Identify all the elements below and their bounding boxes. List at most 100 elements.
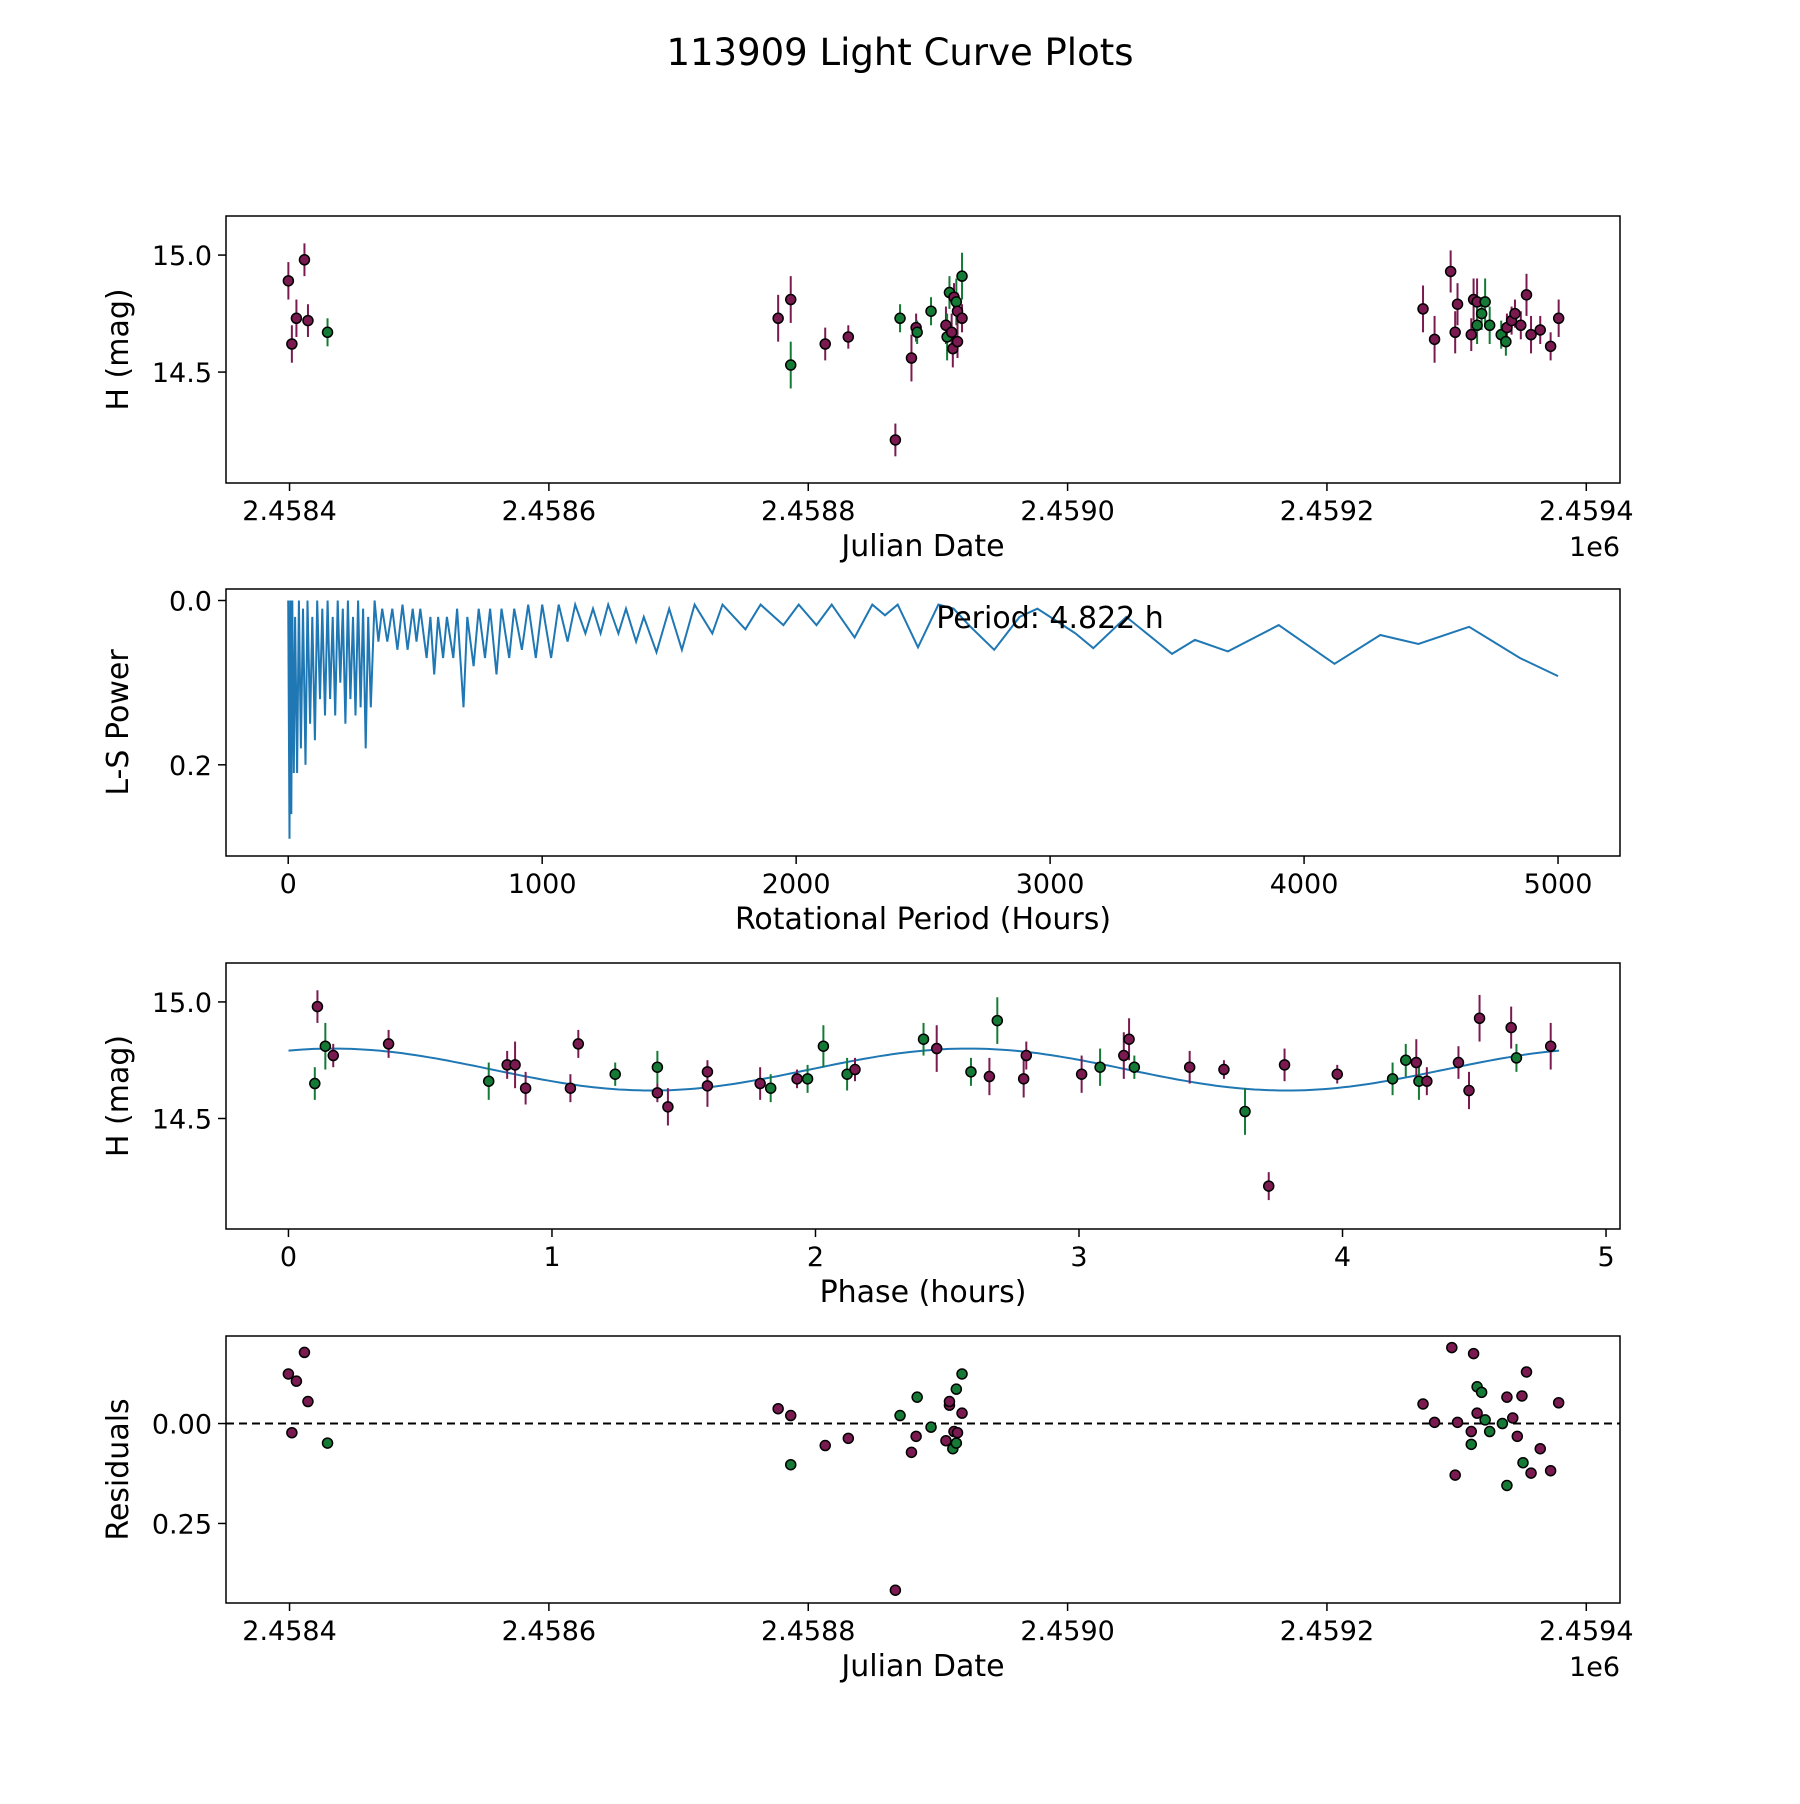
data-point — [1451, 298, 1464, 310]
data-point — [321, 326, 334, 339]
data-point — [290, 312, 303, 325]
data-point — [911, 1391, 923, 1403]
periodogram-marks — [287, 600, 1559, 839]
x-tick-label: 2.4588 — [761, 496, 855, 527]
x-offset-label: 1e6 — [1569, 1652, 1620, 1683]
axes-frame — [225, 1335, 1621, 1604]
y-tick-label: 0.00 — [152, 1410, 212, 1441]
x-tick-label: 0 — [280, 869, 297, 900]
data-point — [1475, 1386, 1488, 1399]
data-point — [1507, 1412, 1519, 1424]
data-point — [1463, 1084, 1475, 1097]
data-point — [784, 293, 797, 306]
data-point — [1451, 1416, 1464, 1429]
data-point — [290, 1375, 303, 1387]
x-axis-label: Julian Date — [839, 529, 1004, 564]
data-point — [1410, 1056, 1423, 1069]
data-point — [298, 254, 311, 266]
data-point — [282, 1368, 295, 1380]
period-annotation: Period: 4.822 h — [936, 601, 1164, 636]
x-tick-label: 4 — [1334, 1242, 1351, 1273]
residuals-panel: 2.4584 2.4586 2.4588 2.4590 2.4592 2.4594 0.00… — [101, 1335, 1634, 1684]
data-point — [519, 1082, 532, 1094]
data-point — [951, 335, 964, 348]
x-tick-label: 2.4584 — [242, 496, 336, 527]
data-point — [764, 1082, 777, 1094]
data-point — [1400, 1054, 1412, 1066]
y-tick-label: 0.25 — [152, 1509, 212, 1540]
data-point — [1501, 1479, 1513, 1492]
y-axis-label: Residuals — [101, 1398, 136, 1540]
data-point — [772, 1402, 784, 1415]
data-point — [754, 1077, 766, 1090]
residuals-marks — [226, 1341, 1620, 1596]
data-point — [1479, 296, 1491, 308]
data-point — [1534, 324, 1547, 336]
data-point — [1465, 328, 1478, 341]
data-point — [1417, 303, 1429, 315]
data-point — [1094, 1061, 1106, 1073]
data-point — [1520, 1366, 1533, 1378]
data-point — [609, 1068, 621, 1080]
x-tick-label: 2 — [807, 1242, 824, 1273]
data-point — [983, 1070, 996, 1083]
data-point — [1428, 333, 1441, 346]
y-tick-label: 15.0 — [152, 241, 212, 272]
data-point — [1520, 289, 1533, 301]
x-tick-label: 2.4584 — [242, 1616, 336, 1647]
data-point — [1183, 1061, 1196, 1073]
data-point — [1483, 1425, 1496, 1438]
x-tick-label: 2.4592 — [1280, 1616, 1374, 1647]
x-tick-label: 2.4590 — [1020, 1616, 1114, 1647]
data-point — [286, 1426, 298, 1439]
data-point — [791, 1073, 803, 1085]
data-point — [1449, 1469, 1461, 1481]
data-point — [1449, 326, 1461, 339]
data-point — [1262, 1180, 1275, 1192]
figure-title: 113909 Light Curve Plots — [666, 31, 1133, 74]
phased-light-curve-marks — [288, 990, 1560, 1201]
data-point — [1534, 1442, 1547, 1455]
data-point — [1386, 1073, 1399, 1085]
x-tick-label: 5 — [1597, 1242, 1614, 1273]
periodogram-line — [287, 600, 1559, 839]
data-point — [1075, 1068, 1088, 1080]
data-point — [956, 270, 968, 282]
data-point — [572, 1038, 585, 1050]
data-point — [910, 1430, 922, 1443]
light-curve-panel: 2.4584 2.4586 2.4588 2.4590 2.4592 2.4594 15.0… — [101, 215, 1634, 564]
light-curve-marks — [282, 243, 1565, 457]
data-point — [1496, 1417, 1509, 1430]
data-point — [965, 1066, 977, 1078]
data-point — [784, 1458, 797, 1471]
data-point — [1239, 1105, 1251, 1118]
x-axis-label: Julian Date — [839, 1649, 1004, 1684]
data-point — [819, 1439, 831, 1452]
data-point — [1417, 1398, 1429, 1410]
data-point — [956, 312, 968, 325]
data-point — [1500, 335, 1512, 348]
x-tick-label: 2.4594 — [1539, 496, 1633, 527]
x-tick-label: 2.4592 — [1280, 496, 1374, 527]
data-point — [1552, 1397, 1565, 1409]
data-point — [1552, 312, 1565, 325]
data-point — [1510, 1052, 1523, 1064]
data-point — [950, 1383, 963, 1395]
axes-frame — [225, 588, 1621, 857]
x-tick-label: 1000 — [508, 869, 577, 900]
data-point — [327, 1049, 340, 1062]
data-point — [1465, 1438, 1478, 1451]
x-tick-label: 2.4586 — [502, 1616, 596, 1647]
data-point — [956, 1368, 968, 1380]
data-point — [298, 1346, 311, 1359]
periodogram-panel: Period: 4.822 h 0 1000 2000 3000 4000 5000 0.0 0… — [101, 587, 1621, 937]
data-point — [1544, 1464, 1557, 1477]
data-point — [849, 1063, 861, 1076]
data-point — [302, 1395, 314, 1408]
y-axis-label: L-S Power — [101, 649, 136, 796]
data-point — [894, 1409, 906, 1422]
data-point — [509, 1059, 521, 1071]
data-point — [1278, 1059, 1291, 1071]
data-point — [1517, 1456, 1529, 1469]
data-point — [701, 1080, 714, 1092]
